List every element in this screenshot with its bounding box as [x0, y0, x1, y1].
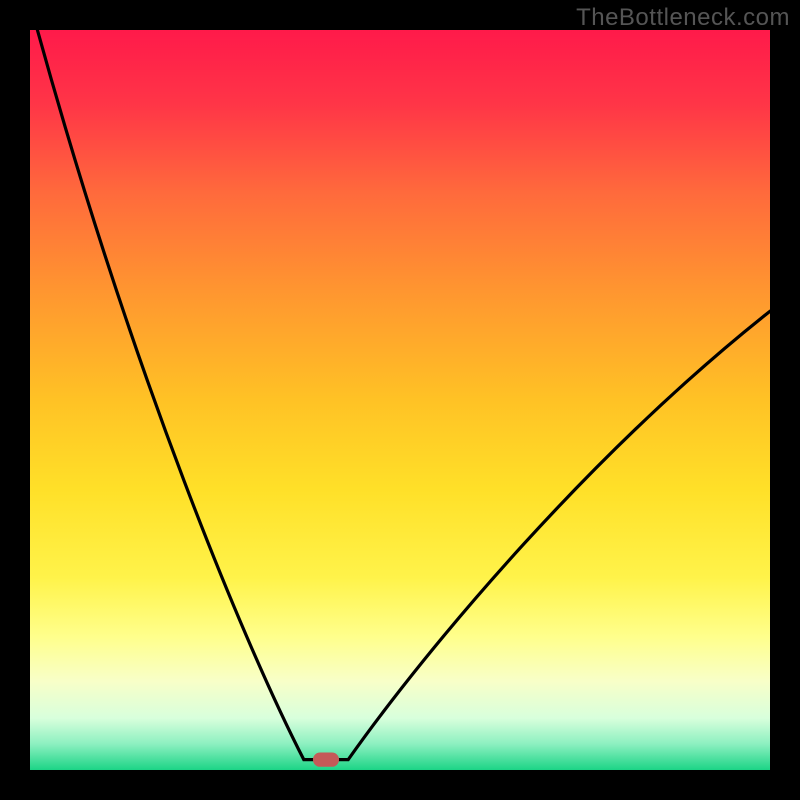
plot-background	[30, 30, 770, 770]
chart-container: TheBottleneck.com	[0, 0, 800, 800]
optimal-point-marker	[313, 753, 338, 766]
watermark-text: TheBottleneck.com	[576, 4, 790, 32]
bottleneck-chart	[0, 0, 800, 800]
